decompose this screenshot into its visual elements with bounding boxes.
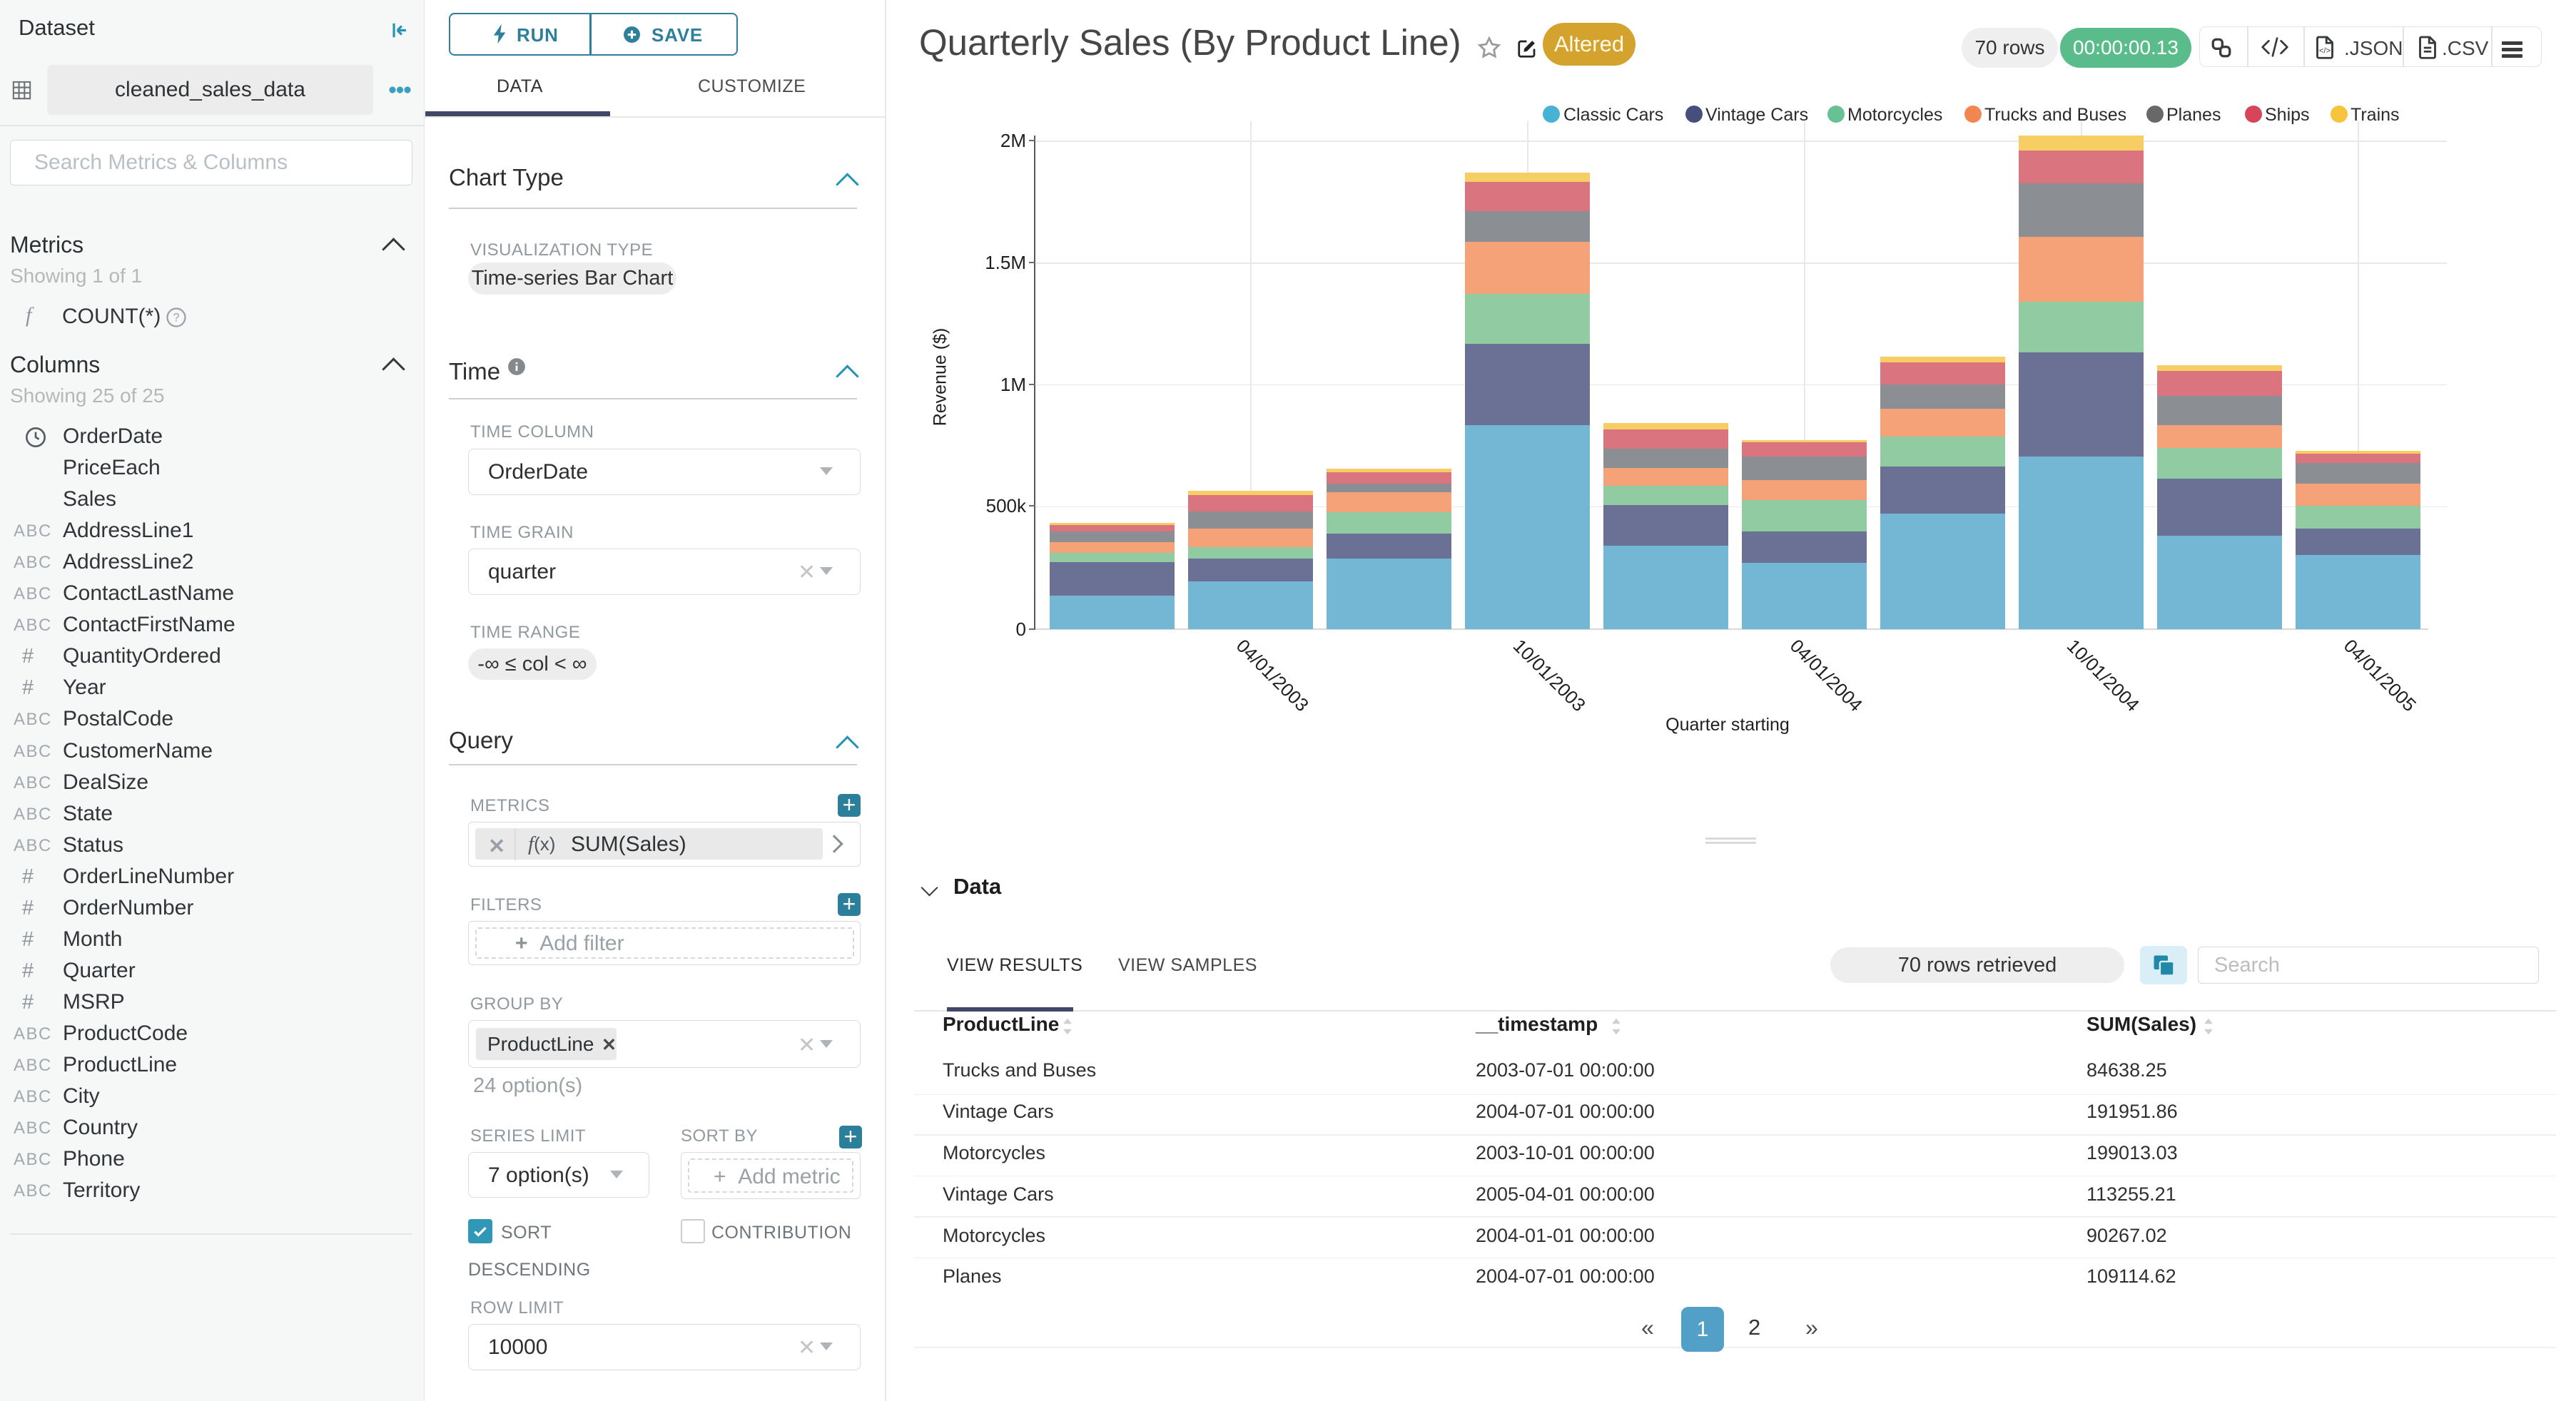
svg-text:</>: </> [2319,47,2331,56]
svg-text:?: ? [173,312,179,325]
